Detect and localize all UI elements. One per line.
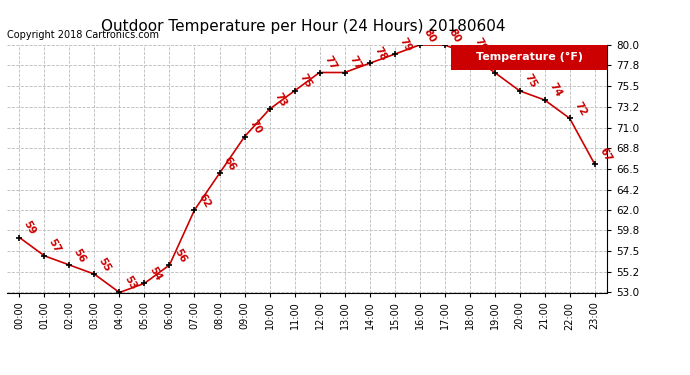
Text: 79: 79 — [397, 36, 413, 53]
Text: 78: 78 — [372, 45, 388, 62]
Text: 72: 72 — [572, 100, 588, 117]
Text: 77: 77 — [347, 54, 363, 72]
Text: 77: 77 — [497, 54, 513, 72]
Text: 62: 62 — [197, 192, 213, 209]
Text: 66: 66 — [222, 155, 238, 172]
Text: 73: 73 — [272, 91, 288, 108]
Text: 79: 79 — [472, 36, 488, 53]
Text: 55: 55 — [97, 256, 113, 273]
Text: 53: 53 — [122, 274, 138, 292]
Text: 56: 56 — [72, 246, 88, 264]
Text: 75: 75 — [297, 72, 313, 90]
Text: 67: 67 — [598, 146, 613, 163]
Text: 54: 54 — [147, 265, 163, 282]
Text: 57: 57 — [47, 237, 63, 255]
Text: Outdoor Temperature per Hour (24 Hours) 20180604: Outdoor Temperature per Hour (24 Hours) … — [101, 19, 506, 34]
Text: 75: 75 — [522, 72, 538, 90]
Text: 80: 80 — [447, 27, 463, 44]
Text: 77: 77 — [322, 54, 338, 72]
Text: 56: 56 — [172, 246, 188, 264]
Text: Copyright 2018 Cartronics.com: Copyright 2018 Cartronics.com — [7, 30, 159, 40]
Text: 70: 70 — [247, 118, 263, 136]
Text: 59: 59 — [22, 219, 38, 237]
Text: 74: 74 — [547, 81, 563, 99]
Text: 80: 80 — [422, 27, 438, 44]
